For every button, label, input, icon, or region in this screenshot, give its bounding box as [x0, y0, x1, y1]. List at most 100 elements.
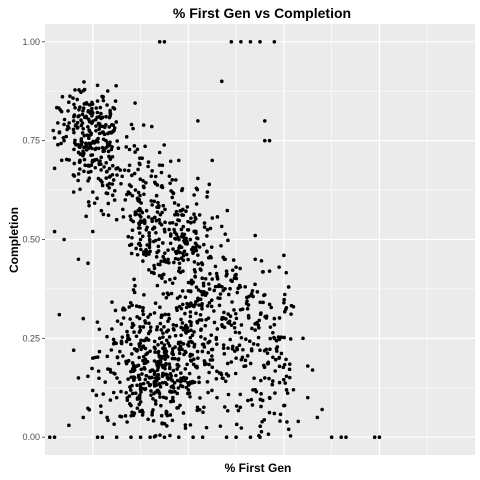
scatter-point: [183, 367, 188, 371]
scatter-point: [162, 435, 167, 440]
scatter-point: [234, 356, 238, 360]
scatter-point: [178, 403, 182, 408]
scatter-point: [192, 380, 197, 385]
scatter-point: [114, 395, 119, 400]
scatter-point: [291, 387, 296, 392]
scatter-point: [208, 272, 212, 276]
scatter-point: [111, 390, 116, 395]
scatter-point: [153, 181, 158, 186]
scatter-point: [112, 422, 116, 426]
scatter-point: [161, 203, 166, 208]
scatter-point: [94, 106, 99, 110]
scatter-point: [161, 335, 165, 339]
scatter-point: [176, 235, 180, 239]
scatter-point: [118, 414, 122, 419]
scatter-point: [256, 323, 260, 327]
scatter-point: [99, 208, 104, 213]
scatter-point: [277, 265, 281, 269]
scatter-point: [184, 252, 189, 257]
scatter-point: [129, 342, 133, 347]
scatter-point: [52, 166, 57, 171]
scatter-point: [173, 356, 177, 361]
scatter-point: [125, 337, 130, 342]
scatter-point: [109, 147, 114, 152]
scatter-point: [241, 347, 245, 352]
scatter-point: [238, 266, 242, 271]
scatter-point: [221, 255, 225, 260]
scatter-point: [159, 184, 164, 189]
scatter-point: [197, 318, 202, 322]
scatter-point: [127, 147, 132, 152]
scatter-point: [200, 349, 205, 354]
scatter-point: [81, 415, 86, 420]
scatter-point: [237, 343, 242, 347]
scatter-point: [196, 176, 200, 181]
scatter-point: [156, 200, 160, 205]
scatter-point: [68, 94, 72, 98]
scatter-point: [130, 321, 135, 326]
scatter-point: [90, 190, 95, 194]
scatter-point: [152, 379, 157, 384]
scatter-point: [83, 101, 87, 106]
scatter-point: [181, 213, 186, 217]
scatter-point: [251, 294, 255, 299]
scatter-point: [105, 183, 110, 187]
scatter-point: [170, 195, 175, 200]
scatter-point: [226, 238, 230, 243]
scatter-point: [225, 408, 230, 413]
scatter-point: [165, 424, 169, 428]
scatter-point: [80, 121, 85, 125]
scatter-point: [106, 418, 110, 423]
scatter-point: [163, 207, 167, 212]
scatter-point: [186, 383, 191, 387]
scatter-point: [159, 340, 164, 345]
scatter-point: [283, 381, 288, 385]
scatter-point: [133, 150, 137, 154]
data-points: [47, 39, 382, 440]
scatter-point: [145, 250, 149, 254]
scatter-point: [112, 340, 117, 345]
scatter-point: [223, 232, 228, 236]
scatter-point: [152, 372, 157, 377]
scatter-point: [86, 261, 90, 266]
scatter-point: [135, 347, 139, 352]
scatter-point: [87, 164, 92, 168]
scatter-point: [97, 349, 102, 354]
scatter-point: [196, 119, 200, 123]
scatter-point: [136, 198, 140, 203]
scatter-point: [253, 233, 258, 238]
scatter-point: [204, 291, 209, 296]
scatter-point: [127, 163, 132, 168]
scatter-point: [133, 391, 138, 396]
scatter-point: [72, 102, 76, 107]
scatter-point: [138, 220, 143, 224]
scatter-point: [174, 323, 179, 328]
scatter-point: [90, 102, 95, 106]
scatter-point: [168, 433, 172, 438]
scatter-point: [71, 190, 76, 194]
scatter-point: [159, 315, 164, 320]
scatter-point: [184, 376, 189, 380]
scatter-point: [245, 307, 250, 311]
scatter-point: [156, 205, 161, 209]
scatter-point: [270, 379, 275, 383]
scatter-point: [215, 327, 220, 331]
scatter-point: [115, 173, 119, 177]
scatter-point: [201, 410, 205, 415]
scatter-point: [167, 335, 172, 339]
scatter-point: [192, 260, 197, 264]
scatter-point: [147, 268, 151, 272]
scatter-point: [158, 359, 163, 364]
scatter-point: [175, 378, 180, 383]
scatter-point: [174, 178, 178, 182]
scatter-point: [129, 435, 133, 440]
scatter-point: [175, 212, 180, 217]
scatter-point: [131, 126, 135, 131]
scatter-point: [207, 370, 211, 375]
scatter-point: [124, 135, 129, 139]
scatter-point: [253, 322, 257, 326]
scatter-point: [178, 379, 183, 384]
scatter-point: [233, 330, 238, 335]
scatter-point: [139, 408, 143, 413]
scatter-point: [205, 380, 210, 384]
